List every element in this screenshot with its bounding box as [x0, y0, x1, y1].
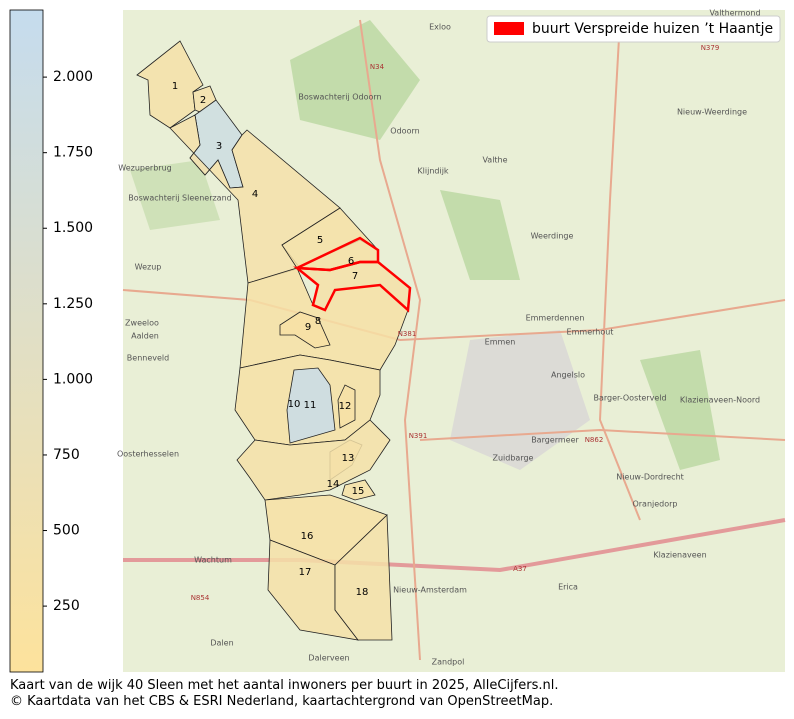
road-label: A37 — [513, 565, 527, 573]
colorbar-tick-label: 500 — [53, 523, 80, 539]
region-label: 7 — [352, 271, 358, 282]
map-features — [122, 19, 786, 661]
region-label: 17 — [299, 567, 312, 578]
road-label: N854 — [191, 594, 210, 602]
region-label: 18 — [356, 587, 369, 598]
place-label: Boswachterij Sleenerzand — [128, 194, 231, 203]
place-label: Angelslo — [551, 371, 585, 380]
region-label: 16 — [301, 531, 314, 542]
colorbar — [9, 9, 44, 673]
legend-swatch — [494, 22, 524, 35]
place-label: Bargermeer — [531, 436, 579, 445]
colorbar-tick-label: 1.000 — [53, 371, 93, 387]
place-label: Klijndijk — [417, 167, 449, 176]
road-label: N391 — [409, 432, 428, 440]
region — [334, 514, 393, 641]
region-label: 6 — [348, 256, 354, 267]
place-label: Klazienaveen — [653, 551, 706, 560]
place-label: Wezuperbrug — [118, 164, 171, 173]
place-label: Nieuw-Weerdinge — [677, 108, 747, 117]
place-label: Emmerdennen — [526, 314, 585, 323]
place-label: Oranjedorp — [632, 500, 677, 509]
place-label: Zandpol — [432, 658, 465, 667]
colorbar-tick-label: 1.250 — [53, 296, 93, 312]
place-label: Nieuw-Amsterdam — [393, 586, 467, 595]
caption: Kaart van de wijk 40 Sleen met het aanta… — [10, 678, 559, 693]
place-label: Barger-Oosterveld — [593, 394, 666, 403]
region-label: 15 — [352, 486, 365, 497]
region-label: 10 — [288, 399, 301, 410]
region-label: 11 — [304, 400, 317, 411]
place-label: Weerdinge — [531, 232, 574, 241]
region-label: 4 — [252, 189, 258, 200]
place-label: Dalerveen — [308, 654, 349, 663]
place-label: Zuidbarge — [493, 454, 534, 463]
caption: © Kaartdata van het CBS & ESRI Nederland… — [10, 694, 554, 709]
colorbar-tick-label: 250 — [53, 598, 80, 614]
place-label: Erica — [558, 583, 578, 592]
region-label: 3 — [216, 141, 222, 152]
region-label: 5 — [317, 235, 323, 246]
place-label: Emmerhout — [567, 328, 614, 337]
place-label: Valthe — [482, 156, 507, 165]
place-label: Odoorn — [390, 127, 419, 136]
region-label: 2 — [200, 95, 206, 106]
map-labels: Exloo Boswachterij Odoorn Odoorn Valthe Klij… — [117, 9, 761, 667]
region-label: 13 — [342, 453, 355, 464]
place-label: Nieuw-Dordrecht — [616, 473, 684, 482]
region — [341, 479, 376, 501]
place-label: Dalen — [210, 639, 233, 648]
legend-label: buurt Verspreide huizen ’t Haantje — [532, 21, 773, 37]
colorbar-tick-label: 2.000 — [53, 69, 93, 85]
legend: buurt Verspreide huizen ’t Haantje — [486, 15, 781, 43]
place-label: Klazienaveen-Noord — [680, 396, 760, 405]
road-label: N379 — [701, 44, 720, 52]
place-label: Benneveld — [127, 354, 169, 363]
place-label: Wezup — [135, 263, 162, 272]
place-label: Exloo — [429, 23, 451, 32]
region — [337, 384, 356, 429]
place-label: Valthermond — [709, 9, 760, 18]
region-label: 14 — [327, 479, 340, 490]
region — [286, 367, 336, 444]
road-label: N381 — [398, 330, 417, 338]
place-label: Oosterhesselen — [117, 450, 179, 459]
colorbar-tick-label: 1.750 — [53, 145, 93, 161]
region — [236, 419, 391, 501]
region-label: 9 — [305, 322, 311, 333]
road-label: N862 — [585, 436, 604, 444]
road-label: N34 — [370, 63, 385, 71]
region — [279, 311, 331, 349]
place-label: Boswachterij Odoorn — [298, 93, 381, 102]
place-label: Wachtum — [194, 556, 232, 565]
place-label: Zweeloo — [125, 319, 159, 328]
place-label: Aalden — [131, 332, 159, 341]
legend-box — [486, 15, 781, 43]
region-label: 12 — [339, 401, 352, 412]
highlight-outline — [293, 260, 412, 313]
place-label: Emmen — [485, 338, 516, 347]
region-label: 1 — [172, 81, 178, 92]
region-label: 8 — [315, 316, 321, 327]
colorbar-tick-label: 750 — [53, 447, 80, 463]
colorbar-tick-label: 1.500 — [53, 220, 93, 236]
